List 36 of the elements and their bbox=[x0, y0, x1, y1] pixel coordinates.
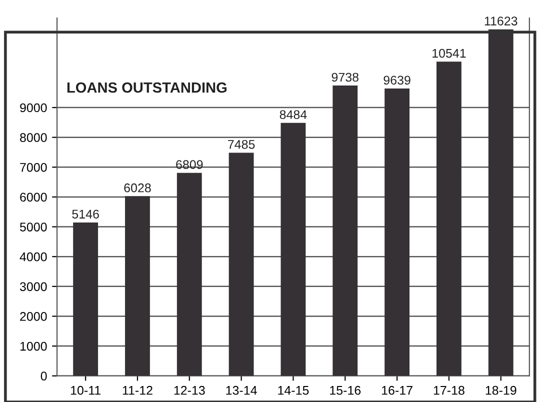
x-tick-label: 15-16 bbox=[330, 386, 361, 395]
bar bbox=[176, 172, 202, 376]
bar bbox=[228, 152, 254, 376]
x-tick-label: 12-13 bbox=[174, 386, 205, 395]
y-tick-label: 9000 bbox=[20, 103, 47, 112]
y-tick-label: 6000 bbox=[20, 192, 47, 202]
x-tick-label: 13-14 bbox=[226, 386, 257, 395]
bar bbox=[384, 88, 410, 376]
data-label: 10541 bbox=[432, 48, 466, 58]
x-tick-label: 14-15 bbox=[278, 386, 309, 395]
y-tick-label: 3000 bbox=[20, 282, 47, 292]
y-tick-label: 2000 bbox=[20, 312, 47, 321]
x-tick-label: 18-19 bbox=[486, 386, 516, 395]
bar bbox=[436, 62, 462, 376]
data-label: 5146 bbox=[72, 210, 99, 219]
x-tick-label: 11-12 bbox=[122, 386, 152, 395]
data-label: 9738 bbox=[332, 72, 358, 82]
y-tick-label: 0 bbox=[40, 372, 47, 381]
data-label: 8484 bbox=[280, 110, 307, 120]
bar bbox=[332, 86, 358, 376]
bar bbox=[73, 222, 98, 376]
y-tick-label: 1000 bbox=[20, 342, 47, 351]
x-tick-label: 16-17 bbox=[382, 386, 412, 395]
data-label: 6028 bbox=[124, 183, 151, 192]
x-tick-label: 10-11 bbox=[71, 386, 100, 395]
y-tick-label: 4000 bbox=[20, 252, 47, 262]
data-label: 9639 bbox=[384, 76, 410, 85]
y-tick-label: 5000 bbox=[20, 222, 47, 232]
bar bbox=[280, 122, 306, 376]
data-label: 7485 bbox=[228, 140, 255, 149]
y-tick-label: 7000 bbox=[20, 162, 47, 172]
x-tick-label: 17-18 bbox=[434, 386, 464, 395]
data-label: 11623 bbox=[484, 16, 518, 26]
y-tick-label: 8000 bbox=[20, 133, 47, 142]
bar bbox=[125, 196, 150, 376]
text: LOANS OUTSTANDING bbox=[67, 82, 227, 93]
